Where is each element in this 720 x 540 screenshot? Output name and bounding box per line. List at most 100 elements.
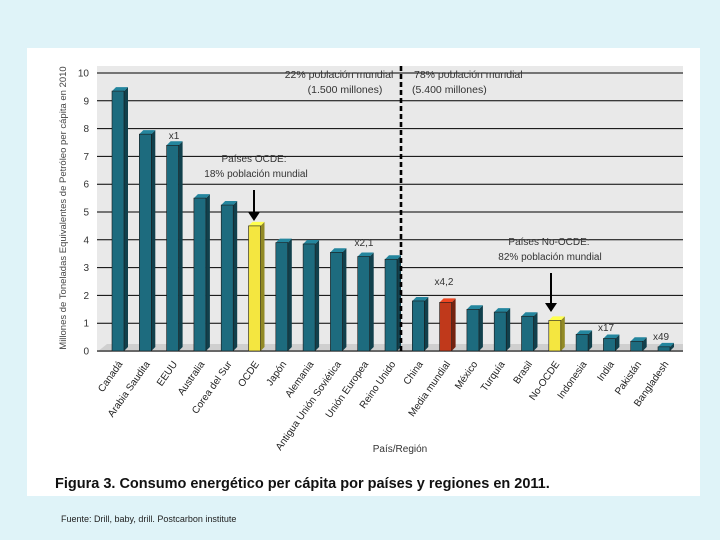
- bar-side: [424, 296, 429, 351]
- bar-19: [630, 337, 647, 352]
- bar-front: [220, 204, 234, 352]
- oecd-callout-share: 18% población mundial: [204, 169, 307, 180]
- y-tick-label: 7: [83, 152, 89, 163]
- bar-front: [384, 258, 398, 352]
- bar-front: [575, 334, 589, 352]
- bar-top: [112, 87, 128, 92]
- y-tick-label: 3: [83, 263, 89, 274]
- bar-5: [248, 221, 265, 352]
- figure-caption: Figura 3. Consumo energético per cápita …: [55, 476, 550, 492]
- bar-side: [315, 239, 320, 351]
- y-tick-label: 0: [83, 347, 89, 358]
- bar-front: [603, 338, 616, 352]
- non-oecd-callout-share: 82% población mundial: [498, 252, 601, 263]
- bar-side: [369, 252, 374, 351]
- bar-3: [193, 194, 210, 352]
- multiplier-label-india: x17: [598, 323, 615, 334]
- bar-side: [506, 308, 511, 351]
- bar-side: [287, 238, 292, 351]
- bar-front: [166, 144, 179, 352]
- bar-front: [302, 243, 316, 352]
- bar-side: [533, 312, 538, 351]
- oecd-callout-title: Países OCDE:: [221, 154, 286, 165]
- bar-top: [466, 305, 483, 310]
- x-tick-label: China: [402, 359, 426, 387]
- y-tick-label: 8: [83, 124, 89, 135]
- bar-top: [221, 201, 238, 206]
- multiplier-label-reino-unido: x2,1: [355, 238, 374, 249]
- bar-front: [657, 346, 671, 352]
- bar-side: [588, 330, 593, 351]
- source-note: Fuente: Drill, baby, drill. Postcarbon i…: [61, 514, 237, 524]
- y-tick-label: 2: [83, 291, 89, 302]
- bar-11: [411, 296, 429, 352]
- left-population-count: (1.500 millones): [308, 84, 383, 96]
- right-population-count: (5.400 millones): [412, 84, 487, 96]
- bar-top: [385, 255, 401, 260]
- bar-front: [521, 315, 534, 352]
- y-tick-label: 5: [83, 208, 89, 219]
- bar-top: [193, 194, 210, 199]
- x-tick-label: Turquía: [479, 359, 508, 394]
- bar-front: [493, 311, 507, 352]
- x-tick-label: OCDE: [236, 359, 262, 389]
- bar-2: [166, 141, 183, 352]
- bar-6: [275, 238, 292, 352]
- bar-front: [357, 256, 371, 352]
- y-tick-label: 10: [78, 69, 90, 80]
- bar-front: [248, 225, 261, 352]
- bar-top: [548, 316, 565, 321]
- bar-1: [139, 130, 156, 352]
- bar-top: [412, 296, 429, 301]
- bar-top: [630, 337, 647, 342]
- bar-14: [493, 308, 511, 352]
- bar-side: [560, 316, 565, 351]
- y-tick-labels: 0 1 2 3 4 5 6 7 8 9 10: [78, 69, 90, 358]
- x-tick-label: Canadá: [96, 359, 125, 394]
- bar-front: [111, 90, 125, 352]
- bar-front: [466, 308, 480, 352]
- bar-top: [330, 248, 347, 253]
- multiplier-label-bangladesh: x49: [653, 332, 670, 343]
- bar-front: [548, 320, 562, 352]
- non-oecd-arrow-head-icon: [545, 303, 557, 312]
- y-axis-title: Millones de Toneladas Equivalentes de Pe…: [58, 66, 69, 349]
- x-tick-label: Brasil: [512, 359, 535, 386]
- bar-side: [233, 201, 238, 351]
- bar-top: [275, 238, 292, 243]
- bar-side: [151, 130, 156, 351]
- bar-side: [615, 334, 620, 351]
- x-axis-title: País/Región: [373, 444, 427, 455]
- oecd-arrow-head-icon: [248, 212, 260, 221]
- bar-15: [521, 312, 538, 352]
- bar-top: [139, 130, 156, 135]
- bar-top: [658, 342, 674, 347]
- bar-top: [521, 312, 538, 317]
- bar-10: [384, 255, 401, 352]
- bar-front: [193, 197, 207, 352]
- bar-front: [439, 302, 452, 352]
- bar-front: [630, 340, 644, 352]
- bar-top: [603, 334, 620, 339]
- figure-card: 0 1 2 3 4 5 6 7 8 9 10 Canadá Arabia Saudita EEUU Aus…: [27, 48, 700, 496]
- bar-side: [642, 337, 647, 351]
- bar-8: [330, 248, 347, 352]
- bar-top: [303, 239, 320, 244]
- bars: [111, 87, 674, 352]
- bar-side: [205, 194, 210, 351]
- bar-front: [330, 252, 343, 352]
- bar-side: [260, 221, 265, 351]
- bar-side: [178, 141, 183, 351]
- bar-18: [603, 334, 620, 352]
- bar-front: [275, 242, 289, 352]
- x-tick-label: Japón: [265, 359, 290, 388]
- bar-front: [139, 133, 152, 352]
- bar-side: [451, 298, 456, 351]
- x-tick-label: India: [595, 359, 617, 383]
- non-oecd-callout-title: Países No-OCDE:: [508, 237, 589, 248]
- bar-side: [124, 87, 128, 351]
- bar-9: [357, 252, 374, 352]
- y-tick-label: 6: [83, 180, 89, 191]
- bar-side: [670, 342, 674, 351]
